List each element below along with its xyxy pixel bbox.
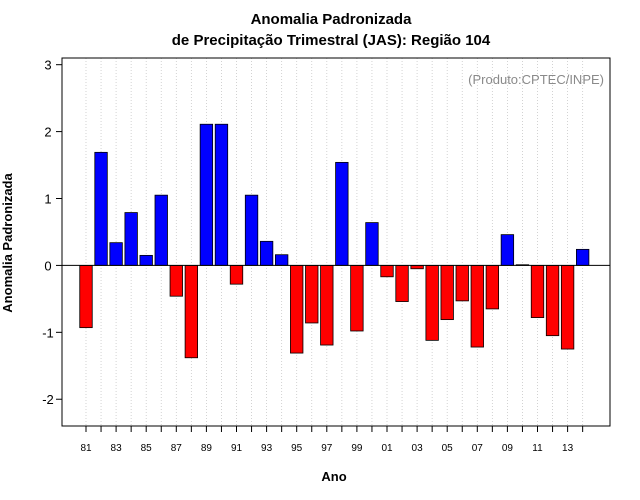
x-tick-label: 91 [231, 443, 243, 454]
bar-84 [124, 212, 138, 266]
bar-97 [320, 265, 334, 346]
y-axis: -2 -1 0 1 2 3 [42, 58, 62, 407]
y-tick-label: 3 [44, 58, 51, 73]
x-tick-label: 81 [80, 443, 92, 454]
chart-title-line1: Anomalia Padronizada [251, 11, 413, 28]
x-tick-label: 99 [351, 443, 363, 454]
bar-95 [290, 265, 304, 354]
y-tick-label: 2 [44, 125, 51, 140]
bar-83 [109, 242, 123, 266]
plot-frame [61, 57, 611, 427]
bar-89 [199, 123, 214, 266]
bar-09 [500, 234, 515, 266]
bar-82 [94, 151, 108, 266]
bar-87 [169, 265, 183, 297]
x-axis: 81 83 85 87 89 91 93 95 97 99 01 03 05 07 09 11 13 [80, 426, 584, 454]
bar-03 [410, 265, 424, 270]
bar-93 [259, 240, 274, 266]
y-tick-label: 0 [44, 258, 51, 273]
bar-91 [229, 265, 244, 285]
x-tick-label: 01 [381, 443, 393, 454]
x-tick-label: 89 [201, 443, 213, 454]
x-tick-label: 07 [472, 443, 484, 454]
bar-02 [395, 265, 409, 302]
bar-96 [305, 265, 319, 324]
bar-94 [274, 254, 289, 266]
bar-13 [560, 265, 575, 350]
bar-90 [214, 123, 229, 266]
x-tick-label: 03 [412, 443, 424, 454]
bar-86 [154, 194, 168, 266]
bar-04 [425, 265, 439, 341]
x-tick-label: 05 [442, 443, 454, 454]
bar-05 [440, 265, 454, 321]
x-tick-label: 85 [141, 443, 153, 454]
bar-08 [485, 265, 500, 310]
y-axis-label: Anomalia Padronizada [0, 173, 15, 313]
x-tick-label: 93 [261, 443, 273, 454]
x-tick-label: 95 [291, 443, 303, 454]
bar-85 [139, 254, 153, 266]
bars [79, 123, 590, 359]
x-tick-label: 11 [532, 443, 543, 454]
bar-07 [470, 265, 484, 348]
y-tick-label: 1 [44, 192, 51, 207]
x-tick-label: 83 [111, 443, 123, 454]
bar-01 [380, 265, 394, 278]
bar-98 [335, 161, 349, 266]
bar-99 [350, 265, 364, 332]
chart-title-line2: de Precipitação Trimestral (JAS): Região… [172, 32, 491, 49]
y-tick-label: -2 [42, 392, 54, 407]
bar-00 [365, 222, 379, 266]
bar-14 [576, 248, 590, 266]
x-tick-label: 09 [502, 443, 514, 454]
credit-label: (Produto:CPTEC/INPE) [468, 72, 604, 87]
x-axis-label: Ano [321, 469, 346, 484]
bar-12 [545, 265, 560, 337]
bar-06 [455, 265, 469, 302]
bar-11 [530, 265, 545, 319]
bar-92 [244, 194, 259, 266]
y-tick-label: -1 [42, 325, 54, 340]
x-tick-label: 13 [562, 443, 574, 454]
x-tick-label: 97 [321, 443, 333, 454]
bar-88 [184, 265, 199, 359]
bar-81 [79, 265, 93, 329]
x-tick-label: 87 [171, 443, 183, 454]
